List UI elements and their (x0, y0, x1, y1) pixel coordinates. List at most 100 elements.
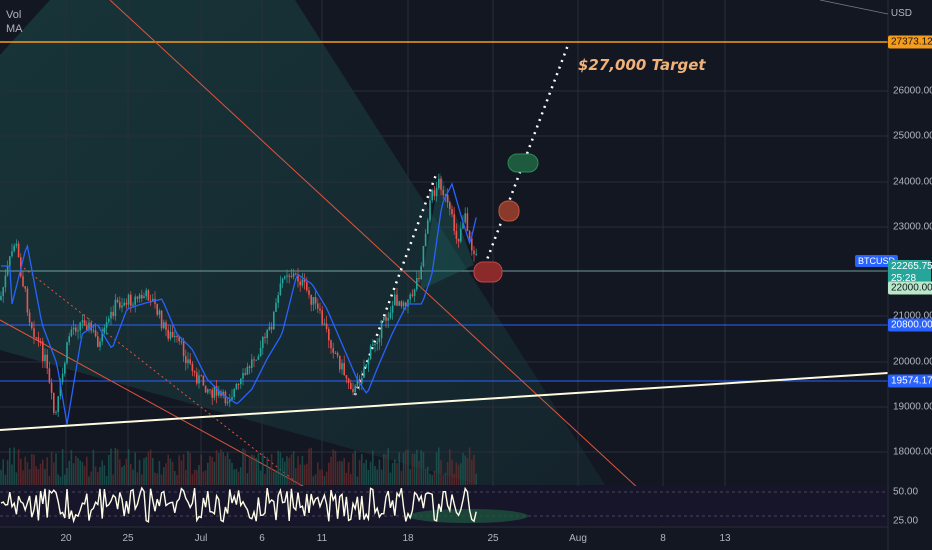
volume-bar (365, 459, 367, 485)
candle-body (218, 391, 220, 396)
candle-body (231, 397, 233, 400)
volume-bar (446, 462, 449, 485)
volume-bar (240, 467, 242, 485)
volume-bar (275, 470, 277, 485)
candle-body (17, 243, 20, 258)
candle-body (86, 325, 88, 330)
volume-bar (156, 473, 158, 485)
rsi-marker (408, 509, 528, 523)
volume-bar (68, 460, 70, 485)
volume-bar (145, 456, 147, 485)
candle-body (15, 243, 18, 246)
volume-bar (455, 462, 458, 485)
volume-bar (363, 463, 365, 485)
candle-body (31, 322, 33, 329)
volume-bar (409, 469, 411, 485)
candle-body (292, 273, 295, 277)
volume-bar (438, 447, 440, 485)
candle-body (44, 354, 46, 362)
volume-bar (79, 460, 81, 485)
candle-body (136, 296, 139, 299)
volume-bar (389, 472, 392, 485)
candle-body (286, 275, 288, 277)
volume-bar (281, 457, 284, 485)
currency-label: USD (890, 8, 912, 19)
volume-bar (442, 474, 444, 485)
candle-body (233, 389, 235, 398)
candle-body (319, 308, 321, 311)
candle-body (22, 276, 24, 287)
y-tick: 19000.00 (893, 401, 932, 413)
volume-bar (116, 449, 119, 485)
volume-bar (2, 459, 4, 485)
volume-bar (405, 450, 407, 485)
candle-body (244, 373, 246, 375)
candle-body (358, 378, 361, 384)
volume-bar (132, 469, 134, 485)
volume-bar (460, 463, 462, 485)
rsi-tick: 25.00 (893, 515, 919, 527)
volume-bar (189, 453, 191, 485)
volume-bar (70, 450, 73, 485)
volume-bar (273, 471, 275, 485)
volume-bar (64, 474, 66, 485)
volume-bar (169, 458, 172, 485)
candle-body (2, 287, 4, 296)
volume-bar (33, 454, 35, 485)
bar-countdown: 25:28 (891, 273, 917, 284)
candle-body (466, 213, 469, 231)
legend-volume[interactable]: Vol (6, 9, 22, 21)
candle-body (191, 363, 194, 372)
volume-bar (125, 458, 128, 485)
candle-body (268, 326, 271, 330)
volume-bar (198, 465, 200, 485)
volume-bar (453, 473, 455, 485)
candle-body (198, 375, 200, 384)
candle-body (116, 299, 119, 303)
volume-bar (180, 460, 183, 485)
candle-body (215, 386, 218, 396)
x-tick: 18 (402, 533, 414, 544)
candle-body (299, 281, 301, 286)
legend-ma[interactable]: MA (6, 23, 23, 35)
volume-bar (385, 454, 387, 485)
candle-body (55, 411, 57, 413)
volume-bar (312, 476, 315, 485)
volume-bar (44, 469, 46, 485)
candle-body (202, 375, 205, 386)
volume-bar (193, 469, 196, 485)
volume-bar (354, 450, 356, 485)
current-price-value: 22265.75 (891, 261, 932, 272)
volume-bar (259, 470, 262, 485)
volume-bar (220, 449, 222, 485)
corner-line (819, 0, 889, 15)
volume-bar (310, 447, 312, 485)
candle-body (420, 266, 422, 280)
candle-body (213, 386, 216, 398)
volume-bar (451, 459, 453, 485)
volume-bar (255, 457, 257, 485)
candle-body (200, 375, 202, 377)
volume-bar (369, 461, 372, 485)
y-tick: 25000.00 (893, 130, 932, 142)
candle-body (354, 385, 356, 393)
candle-body (281, 278, 284, 284)
volume-bar (253, 455, 255, 485)
volume-bar (138, 459, 141, 485)
y-tick: 20000.00 (893, 356, 932, 368)
candle-body (343, 363, 345, 376)
volume-bar (416, 449, 418, 485)
candle-body (270, 326, 273, 330)
candle-body (152, 298, 154, 302)
volume-bar (339, 460, 341, 485)
volume-bar (433, 470, 436, 485)
candle-body (178, 336, 180, 342)
candle-body (402, 302, 405, 307)
volume-bar (319, 469, 321, 485)
candle-body (134, 296, 136, 305)
candle-body (182, 341, 185, 357)
candle-body (57, 396, 59, 412)
candle-body (171, 331, 174, 338)
candle-body (378, 338, 381, 343)
